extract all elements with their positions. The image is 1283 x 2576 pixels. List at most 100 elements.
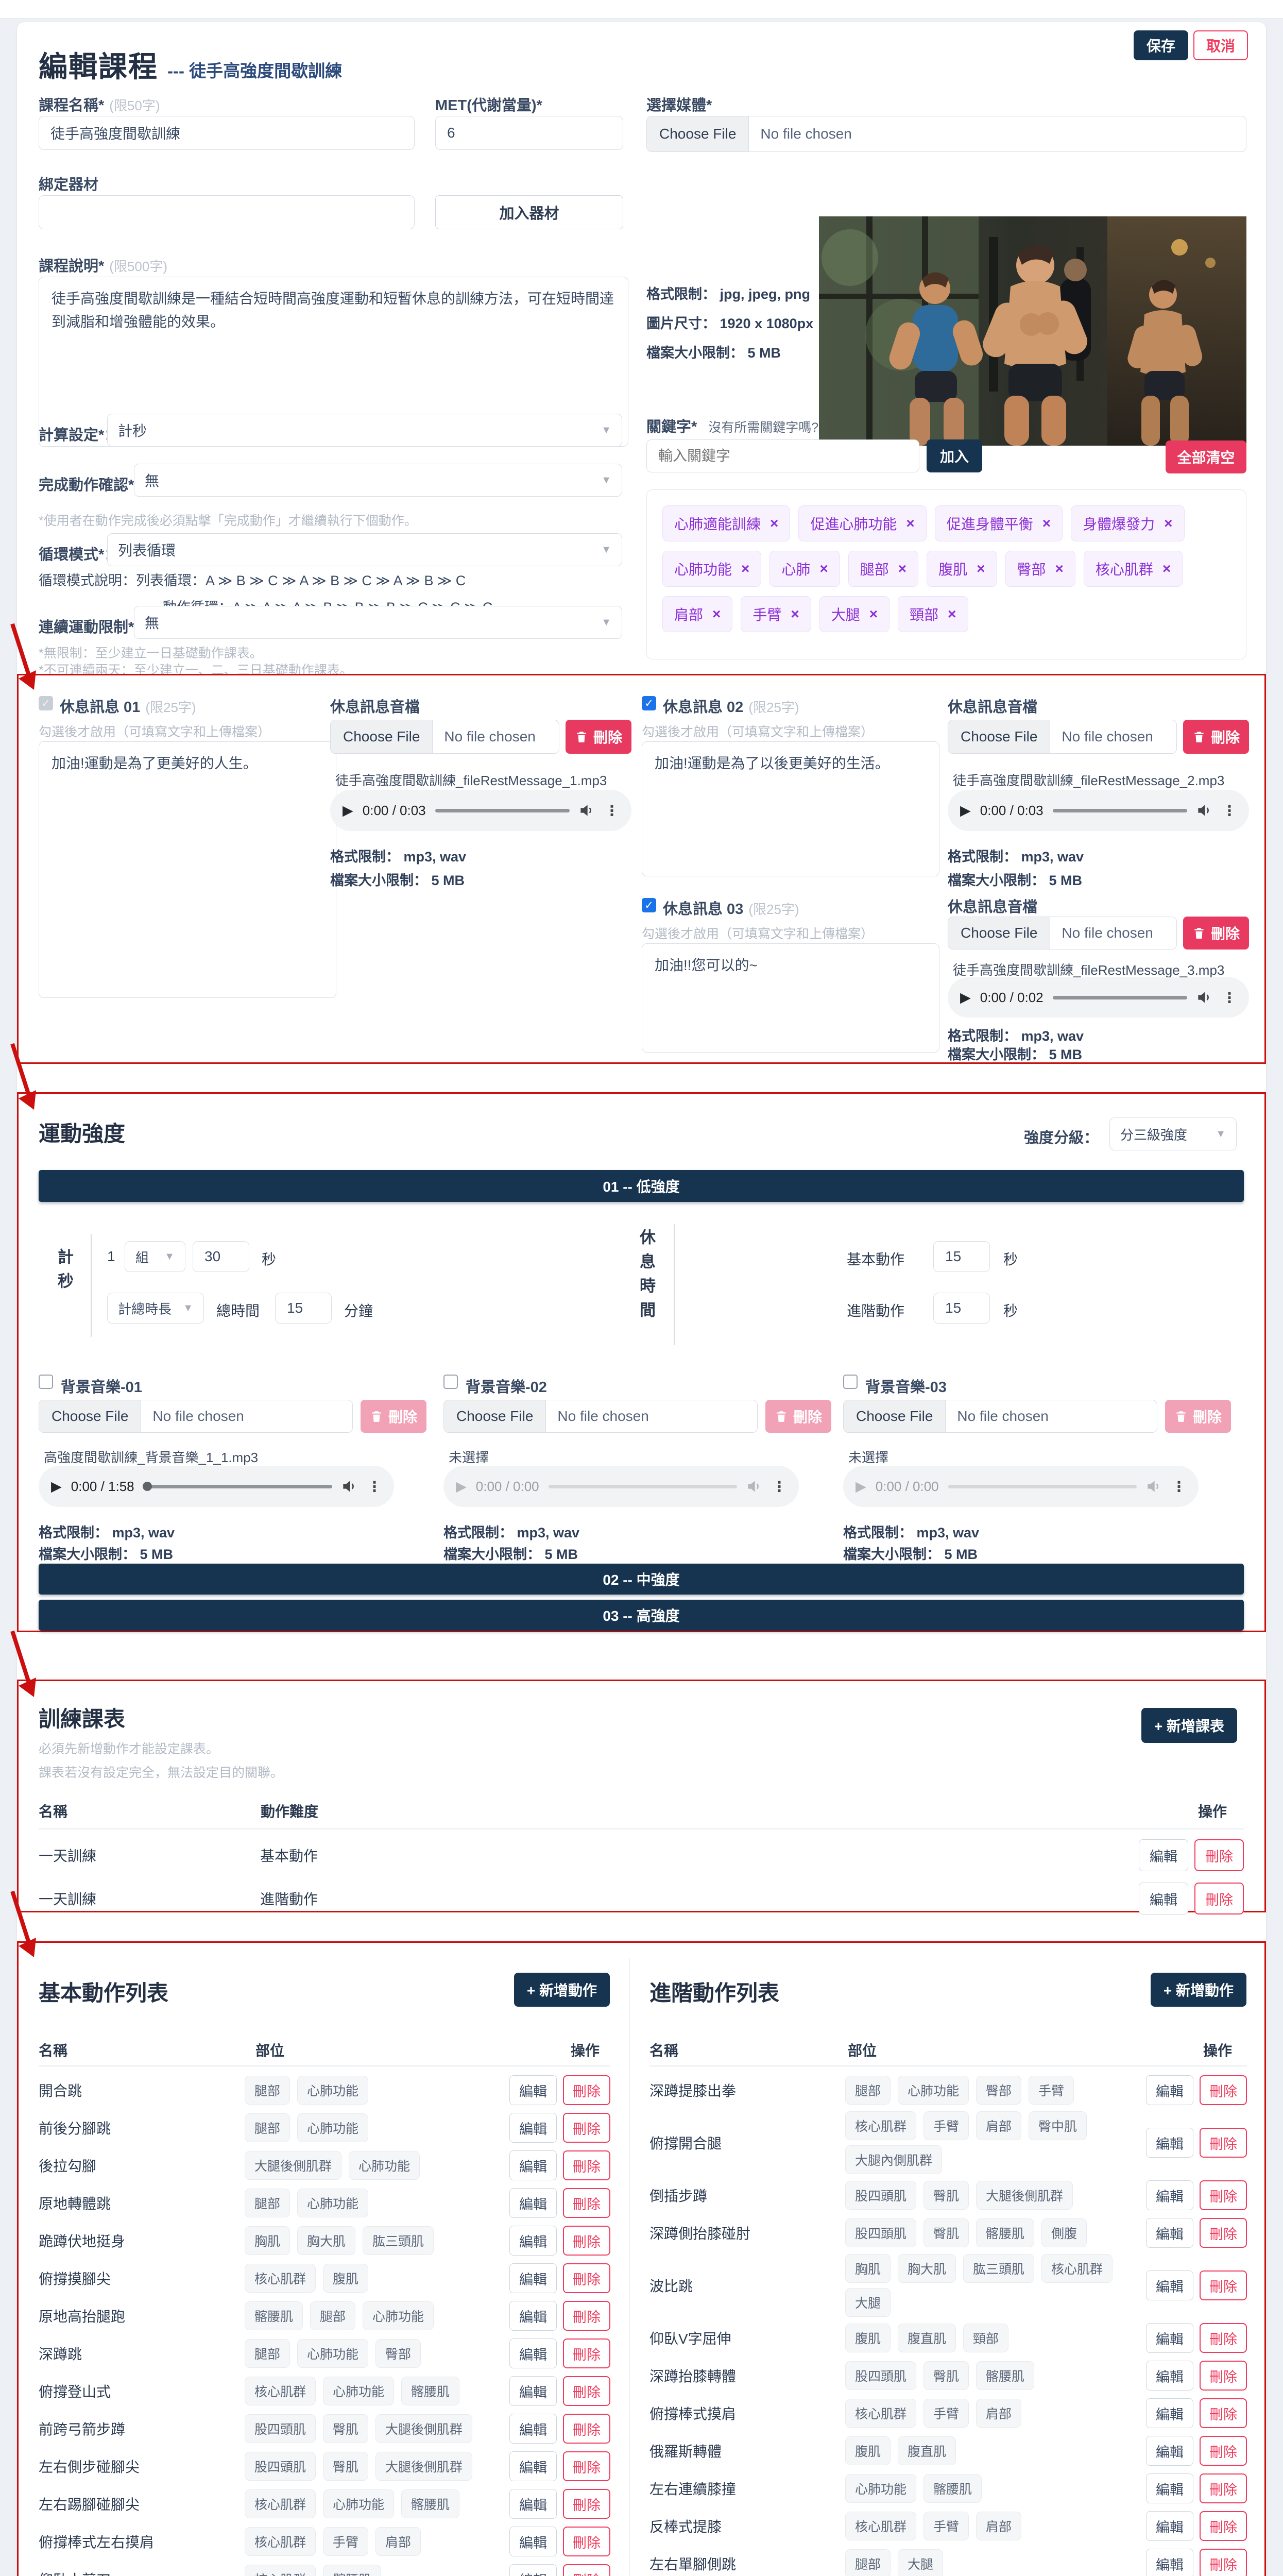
keyword-tag[interactable]: 核心肌群 × xyxy=(1083,551,1183,587)
calc-setting-select[interactable]: 計秒 ▼ xyxy=(107,414,622,447)
keyword-tag[interactable]: 促進身體平衡 × xyxy=(934,505,1063,541)
delete-button[interactable]: 刪除 xyxy=(563,2338,610,2368)
total-mode-select[interactable]: 計總時長 ▼ xyxy=(107,1293,204,1324)
delete-audio-button[interactable]: 刪除 xyxy=(1183,917,1249,950)
delete-button[interactable]: 刪除 xyxy=(563,2263,610,2293)
rest-audio-1-file-field[interactable]: Choose File No file chosen xyxy=(330,720,559,754)
delete-bgm-button[interactable]: 刪除 xyxy=(1165,1400,1231,1433)
delete-button[interactable]: 刪除 xyxy=(563,2451,610,2481)
remove-keyword-icon[interactable]: × xyxy=(770,515,779,531)
delete-button[interactable]: 刪除 xyxy=(1200,2436,1247,2466)
keyword-tag[interactable]: 手臂 × xyxy=(741,596,811,632)
delete-button[interactable]: 刪除 xyxy=(1200,2473,1247,2503)
remove-keyword-icon[interactable]: × xyxy=(906,515,915,531)
volume-icon[interactable] xyxy=(341,1478,358,1495)
play-icon[interactable]: ▶ xyxy=(456,1478,467,1494)
keyword-tag[interactable]: 心肺適能訓練 × xyxy=(662,505,791,541)
bgm-1-file-field[interactable]: Choose File No file chosen xyxy=(39,1400,353,1433)
audio-progress[interactable] xyxy=(142,1482,332,1491)
edit-button[interactable]: 編輯 xyxy=(509,2188,557,2218)
play-icon[interactable]: ▶ xyxy=(51,1478,62,1494)
delete-button[interactable]: 刪除 xyxy=(1200,2511,1247,2541)
remove-keyword-icon[interactable]: × xyxy=(869,606,878,622)
audio-progress[interactable] xyxy=(948,1484,1137,1488)
edit-button[interactable]: 編輯 xyxy=(1139,1883,1188,1914)
edit-button[interactable]: 編輯 xyxy=(1146,2075,1193,2105)
delete-button[interactable]: 刪除 xyxy=(1200,2180,1247,2210)
delete-button[interactable]: 刪除 xyxy=(563,2113,610,2143)
add-equipment-button[interactable]: 加入器材 xyxy=(435,195,623,229)
work-seconds-field[interactable] xyxy=(193,1241,249,1272)
delete-button[interactable]: 刪除 xyxy=(1200,2398,1247,2428)
confirm-action-select[interactable]: 無 ▼ xyxy=(134,464,622,497)
set-unit-select[interactable]: 組 ▼ xyxy=(125,1241,185,1272)
delete-button[interactable]: 刪除 xyxy=(1194,1839,1244,1871)
bgm-3-checkbox[interactable] xyxy=(843,1375,858,1389)
delete-button[interactable]: 刪除 xyxy=(563,2226,610,2256)
total-time-field[interactable] xyxy=(275,1293,332,1324)
remove-keyword-icon[interactable]: × xyxy=(948,606,956,622)
edit-button[interactable]: 編輯 xyxy=(509,2301,557,2331)
audio-menu-icon[interactable]: ⋮ xyxy=(605,802,619,819)
keyword-tag[interactable]: 臀部 × xyxy=(1005,551,1075,587)
bgm-2-file-field[interactable]: Choose File No file chosen xyxy=(443,1400,758,1433)
keyword-field[interactable] xyxy=(646,439,919,472)
clear-all-keywords-button[interactable]: 全部清空 xyxy=(1166,440,1246,473)
keyword-tag[interactable]: 腿部 × xyxy=(848,551,919,587)
continuous-limit-select[interactable]: 無 ▼ xyxy=(134,606,622,639)
keyword-tag[interactable]: 心肺 × xyxy=(769,551,840,587)
intensity-tab-high[interactable]: 03 -- 高強度 xyxy=(39,1600,1244,1631)
play-icon[interactable]: ▶ xyxy=(960,989,971,1005)
edit-button[interactable]: 編輯 xyxy=(1146,2180,1193,2210)
choose-file-button[interactable]: Choose File xyxy=(948,917,1051,949)
add-schedule-button[interactable]: + 新增課表 xyxy=(1141,1708,1237,1743)
rest-message-2-checkbox[interactable]: ✓ xyxy=(642,696,656,710)
volume-icon[interactable] xyxy=(1196,989,1213,1006)
edit-button[interactable]: 編輯 xyxy=(1146,2218,1193,2248)
edit-button[interactable]: 編輯 xyxy=(1146,2323,1193,2353)
choose-file-button[interactable]: Choose File xyxy=(647,116,749,151)
edit-button[interactable]: 編輯 xyxy=(509,2414,557,2444)
choose-file-button[interactable]: Choose File xyxy=(444,1400,546,1432)
edit-button[interactable]: 編輯 xyxy=(1146,2473,1193,2503)
audio-menu-icon[interactable]: ⋮ xyxy=(1222,989,1237,1006)
delete-audio-button[interactable]: 刪除 xyxy=(566,720,631,754)
remove-keyword-icon[interactable]: × xyxy=(977,561,985,577)
rest-message-2-input[interactable]: 加油!運動是為了以後更美好的生活。 xyxy=(655,752,927,866)
work-seconds-input[interactable] xyxy=(204,1248,237,1265)
edit-button[interactable]: 編輯 xyxy=(509,2150,557,2180)
play-icon[interactable]: ▶ xyxy=(856,1478,866,1494)
total-time-input[interactable] xyxy=(287,1300,320,1316)
volume-icon[interactable] xyxy=(579,802,595,819)
delete-button[interactable]: 刪除 xyxy=(563,2301,610,2331)
delete-button[interactable]: 刪除 xyxy=(1200,2128,1247,2158)
delete-button[interactable]: 刪除 xyxy=(1200,2270,1247,2300)
bgm-2-checkbox[interactable] xyxy=(443,1375,458,1389)
remove-keyword-icon[interactable]: × xyxy=(1055,561,1064,577)
delete-button[interactable]: 刪除 xyxy=(563,2075,610,2105)
bgm-player[interactable]: ▶ 0:00 / 1:58 ⋮ xyxy=(39,1466,394,1507)
rest-message-3-input[interactable]: 加油!!您可以的~ xyxy=(655,954,927,1042)
volume-icon[interactable] xyxy=(746,1478,763,1495)
remove-keyword-icon[interactable]: × xyxy=(741,561,750,577)
met-input[interactable] xyxy=(447,125,611,141)
keyword-tag[interactable]: 心肺功能 × xyxy=(662,551,762,587)
keyword-tag[interactable]: 頸部 × xyxy=(898,596,968,632)
edit-button[interactable]: 編輯 xyxy=(509,2226,557,2256)
remove-keyword-icon[interactable]: × xyxy=(791,606,799,622)
rest-audio-2-file-field[interactable]: Choose File No file chosen xyxy=(948,720,1177,754)
rest-message-1-field[interactable]: 加油!運動是為了更美好的人生。 xyxy=(39,741,336,998)
keyword-tag[interactable]: 促進心肺功能 × xyxy=(798,505,927,541)
basic-rest-input[interactable] xyxy=(945,1248,978,1265)
keyword-tag[interactable]: 腹肌 × xyxy=(927,551,997,587)
keyword-input[interactable] xyxy=(658,448,908,464)
met-field[interactable] xyxy=(435,116,623,150)
play-icon[interactable]: ▶ xyxy=(960,802,971,818)
keywords-question[interactable]: 沒有所需關鍵字嗎? xyxy=(708,420,819,435)
rest-audio-3-file-field[interactable]: Choose File No file chosen xyxy=(948,917,1177,950)
equipment-field[interactable] xyxy=(39,195,415,229)
audio-player[interactable]: ▶ 0:00 / 0:02 ⋮ xyxy=(948,977,1249,1018)
basic-rest-field[interactable] xyxy=(933,1241,990,1272)
save-button[interactable]: 保存 xyxy=(1134,30,1188,60)
choose-file-button[interactable]: Choose File xyxy=(844,1400,946,1432)
